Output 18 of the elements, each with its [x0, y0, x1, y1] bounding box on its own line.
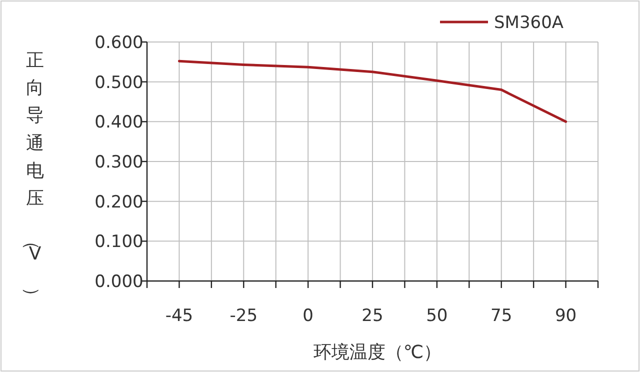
y-tick-label: 0.500 [94, 72, 144, 93]
x-tick-label: -25 [230, 306, 258, 326]
x-tick-label: 90 [554, 306, 577, 326]
y-tick-label: 0.300 [94, 152, 144, 172]
y-tick-label: 0.200 [94, 192, 144, 212]
y-tick-label: 0.600 [94, 33, 144, 53]
y-tick-label: 0.100 [94, 232, 144, 252]
y-tick-label: 0.000 [94, 272, 144, 292]
x-tick-label: 25 [362, 306, 384, 326]
legend-label: SM360A [494, 13, 564, 33]
x-tick-label: 75 [490, 306, 512, 326]
line-series [178, 60, 568, 123]
text: 正向导通电压（V） [21, 50, 44, 306]
x-axis-title: 环境温度（℃） [313, 342, 442, 363]
x-tick-label: -45 [165, 306, 194, 326]
y-tick-label: 0.400 [94, 112, 144, 133]
x-tick-label: 50 [426, 306, 448, 326]
x-tick-label: 0 [302, 306, 314, 326]
